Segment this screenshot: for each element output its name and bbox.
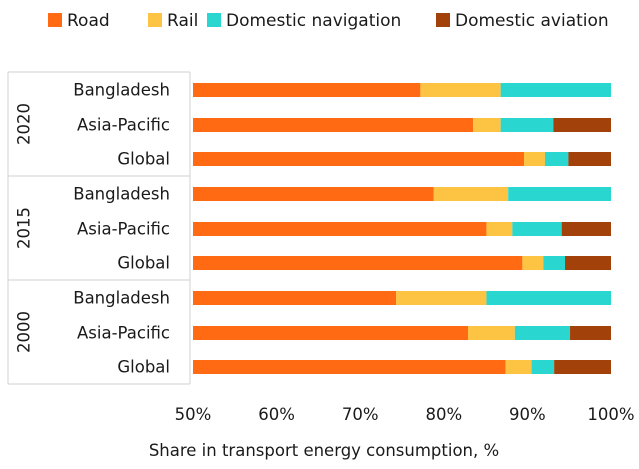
category-label-asia-pacific: Asia-Pacific xyxy=(77,324,170,343)
x-tick-label: 90% xyxy=(509,405,546,424)
group-label-2015: 2015 xyxy=(15,207,34,249)
bar-segment-rail xyxy=(505,360,532,374)
group-label-2000: 2000 xyxy=(15,311,34,353)
bar-segment-domestic-aviation xyxy=(570,326,611,340)
bar-segment-rail xyxy=(486,222,513,236)
category-labels: Bangladesh Asia-Pacific Global Bangladesh As… xyxy=(73,81,170,377)
x-tick-label: 80% xyxy=(425,405,462,424)
bar-segment-rail xyxy=(468,326,515,340)
x-tick-label: 100% xyxy=(587,405,634,424)
bar-segment-road xyxy=(193,152,525,166)
legend: Road Rail Domestic navigation Domestic avia… xyxy=(48,11,609,31)
bar-segment-domestic-navigation xyxy=(514,326,571,340)
bar-segment-rail xyxy=(396,291,487,305)
bar-segment-rail xyxy=(522,256,544,270)
bars xyxy=(193,83,611,374)
bar-segment-rail xyxy=(524,152,545,166)
category-axis-frame xyxy=(7,71,191,385)
x-tick-label: 60% xyxy=(258,405,295,424)
bar-segment-domestic-aviation xyxy=(561,222,611,236)
bar-segment-domestic-navigation xyxy=(486,291,611,305)
x-axis-ticks: 50% 60% 70% 80% 90% 100% xyxy=(175,405,635,424)
bar-segment-road xyxy=(193,256,523,270)
bar-segment-domestic-navigation xyxy=(544,152,569,166)
bar-segment-road xyxy=(193,291,397,305)
category-label-global: Global xyxy=(117,358,170,377)
legend-swatch-domestic-aviation xyxy=(436,13,450,27)
bar-segment-road xyxy=(193,222,487,236)
category-label-bangladesh: Bangladesh xyxy=(73,289,170,308)
bar-segment-domestic-aviation xyxy=(565,256,611,270)
x-axis-title: Share in transport energy consumption, % xyxy=(149,441,499,460)
bar-segment-rail xyxy=(473,118,501,132)
group-label-2020: 2020 xyxy=(15,103,34,145)
legend-label-rail: Rail xyxy=(167,11,198,31)
bar-segment-road xyxy=(193,187,434,201)
legend-swatch-road xyxy=(48,13,62,27)
bar-segment-road xyxy=(193,83,421,97)
legend-label-road: Road xyxy=(67,11,110,31)
group-labels: 2020 2015 2000 xyxy=(15,103,34,353)
bar-segment-domestic-aviation xyxy=(554,360,611,374)
bar-segment-domestic-navigation xyxy=(508,187,611,201)
category-label-asia-pacific: Asia-Pacific xyxy=(77,116,170,135)
bar-segment-domestic-navigation xyxy=(500,118,554,132)
legend-swatch-domestic-navigation xyxy=(207,13,221,27)
bar-segment-domestic-navigation xyxy=(512,222,562,236)
bar-segment-road xyxy=(193,326,469,340)
bar-segment-domestic-aviation xyxy=(568,152,611,166)
bar-segment-rail xyxy=(433,187,509,201)
category-label-global: Global xyxy=(117,150,170,169)
legend-label-domestic-aviation: Domestic aviation xyxy=(455,11,609,31)
bar-segment-road xyxy=(193,360,506,374)
x-tick-label: 50% xyxy=(175,405,212,424)
bar-segment-domestic-navigation xyxy=(543,256,566,270)
bar-segment-rail xyxy=(420,83,501,97)
bar-segment-domestic-navigation xyxy=(500,83,611,97)
category-label-asia-pacific: Asia-Pacific xyxy=(77,220,170,239)
category-label-bangladesh: Bangladesh xyxy=(73,81,170,100)
legend-label-domestic-navigation: Domestic navigation xyxy=(226,11,401,31)
legend-swatch-rail xyxy=(148,13,162,27)
bar-segment-road xyxy=(193,118,474,132)
category-label-global: Global xyxy=(117,254,170,273)
bar-segment-domestic-aviation xyxy=(553,118,611,132)
bar-segment-domestic-navigation xyxy=(531,360,555,374)
category-label-bangladesh: Bangladesh xyxy=(73,185,170,204)
x-tick-label: 70% xyxy=(342,405,379,424)
